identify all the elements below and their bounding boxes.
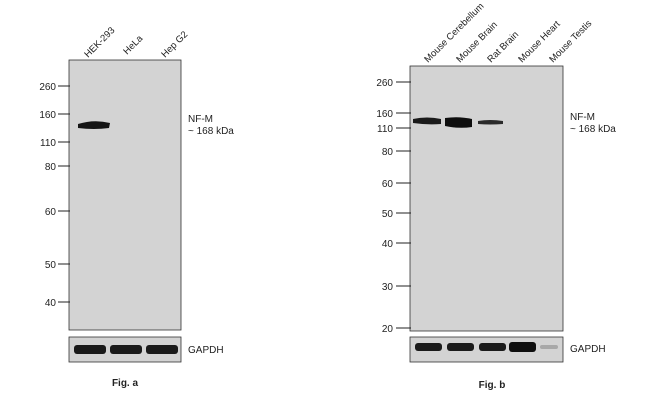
mw-marker-label: 20 — [382, 324, 394, 335]
mw-marker-label: 50 — [382, 209, 394, 220]
loading-control-label-b: GAPDH — [570, 344, 606, 355]
lane-label: Mouse Cerebellum — [422, 1, 486, 65]
target-label-b: NF-M — [570, 112, 595, 123]
figure-caption-a: Fig. a — [112, 378, 139, 389]
mw-marker-label: 40 — [382, 239, 394, 250]
target-bands-a — [78, 121, 110, 129]
mw-markers-b: 260 160 110 80 60 50 40 30 20 — [376, 78, 411, 335]
mw-marker-label: 160 — [39, 110, 56, 121]
lane-label: HEK-293 — [82, 25, 117, 60]
lane-labels-b: Mouse Cerebellum Mouse Brain Rat Brain M… — [422, 1, 594, 65]
mw-marker-label: 60 — [45, 207, 57, 218]
control-band-lane-5 — [540, 345, 558, 349]
loading-control-label-a: GAPDH — [188, 345, 224, 356]
target-band-lane-1 — [78, 121, 110, 129]
target-band-lane-1 — [413, 117, 441, 125]
lane-label: HeLa — [121, 33, 145, 57]
control-band-lane-3 — [479, 343, 506, 351]
mw-marker-label: 80 — [45, 162, 57, 173]
control-band-lane-1 — [74, 345, 106, 354]
control-bands-a — [74, 345, 178, 354]
target-size-b: ~ 168 kDa — [570, 124, 616, 135]
lane-labels-a: HEK-293 HeLa Hep G2 — [82, 25, 190, 60]
mw-marker-label: 160 — [376, 109, 393, 120]
control-band-lane-1 — [415, 343, 442, 351]
control-band-lane-3 — [146, 345, 178, 354]
mw-marker-label: 40 — [45, 298, 57, 309]
lane-label: Hep G2 — [159, 29, 190, 60]
control-bands-b — [415, 342, 558, 352]
mw-marker-label: 60 — [382, 179, 394, 190]
target-label-a: NF-M — [188, 114, 213, 125]
mw-marker-label: 110 — [40, 138, 56, 149]
control-band-lane-4 — [509, 342, 536, 352]
figure-a: HEK-293 HeLa Hep G2 260 160 110 80 60 50… — [39, 25, 234, 389]
mw-marker-label: 50 — [45, 260, 57, 271]
mw-marker-label: 260 — [376, 78, 393, 89]
mw-marker-label: 30 — [382, 282, 394, 293]
mw-marker-label: 80 — [382, 147, 394, 158]
figure-b: Mouse Cerebellum Mouse Brain Rat Brain M… — [376, 1, 616, 391]
membrane-main-a — [68, 59, 182, 331]
target-bands-b — [413, 117, 503, 128]
target-band-lane-2 — [445, 117, 472, 128]
mw-marker-label: 260 — [39, 82, 56, 93]
control-band-lane-2 — [110, 345, 142, 354]
target-band-lane-3 — [478, 120, 503, 125]
figure-caption-b: Fig. b — [479, 380, 506, 391]
mw-markers-a: 260 160 110 80 60 50 40 — [39, 82, 70, 309]
membrane-main-b — [409, 65, 564, 332]
control-band-lane-2 — [447, 343, 474, 351]
mw-marker-label: 110 — [377, 124, 393, 135]
target-size-a: ~ 168 kDa — [188, 126, 234, 137]
